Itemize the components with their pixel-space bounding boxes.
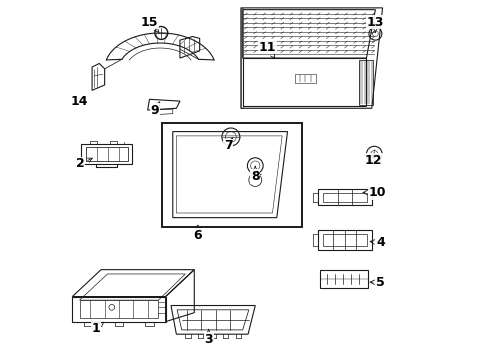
Text: 7: 7 — [224, 138, 232, 152]
Text: 15: 15 — [141, 16, 159, 32]
Text: 9: 9 — [150, 102, 160, 117]
Text: 5: 5 — [369, 276, 385, 289]
Text: 3: 3 — [204, 329, 212, 346]
Text: 6: 6 — [193, 225, 202, 242]
Text: 12: 12 — [364, 153, 382, 167]
Text: 1: 1 — [91, 322, 103, 335]
Text: 8: 8 — [250, 166, 259, 183]
Text: 2: 2 — [76, 157, 92, 170]
Text: 13: 13 — [366, 16, 383, 32]
Text: 14: 14 — [71, 95, 88, 108]
Text: 10: 10 — [362, 186, 385, 199]
Text: 4: 4 — [369, 236, 385, 249]
Text: 11: 11 — [259, 41, 276, 59]
